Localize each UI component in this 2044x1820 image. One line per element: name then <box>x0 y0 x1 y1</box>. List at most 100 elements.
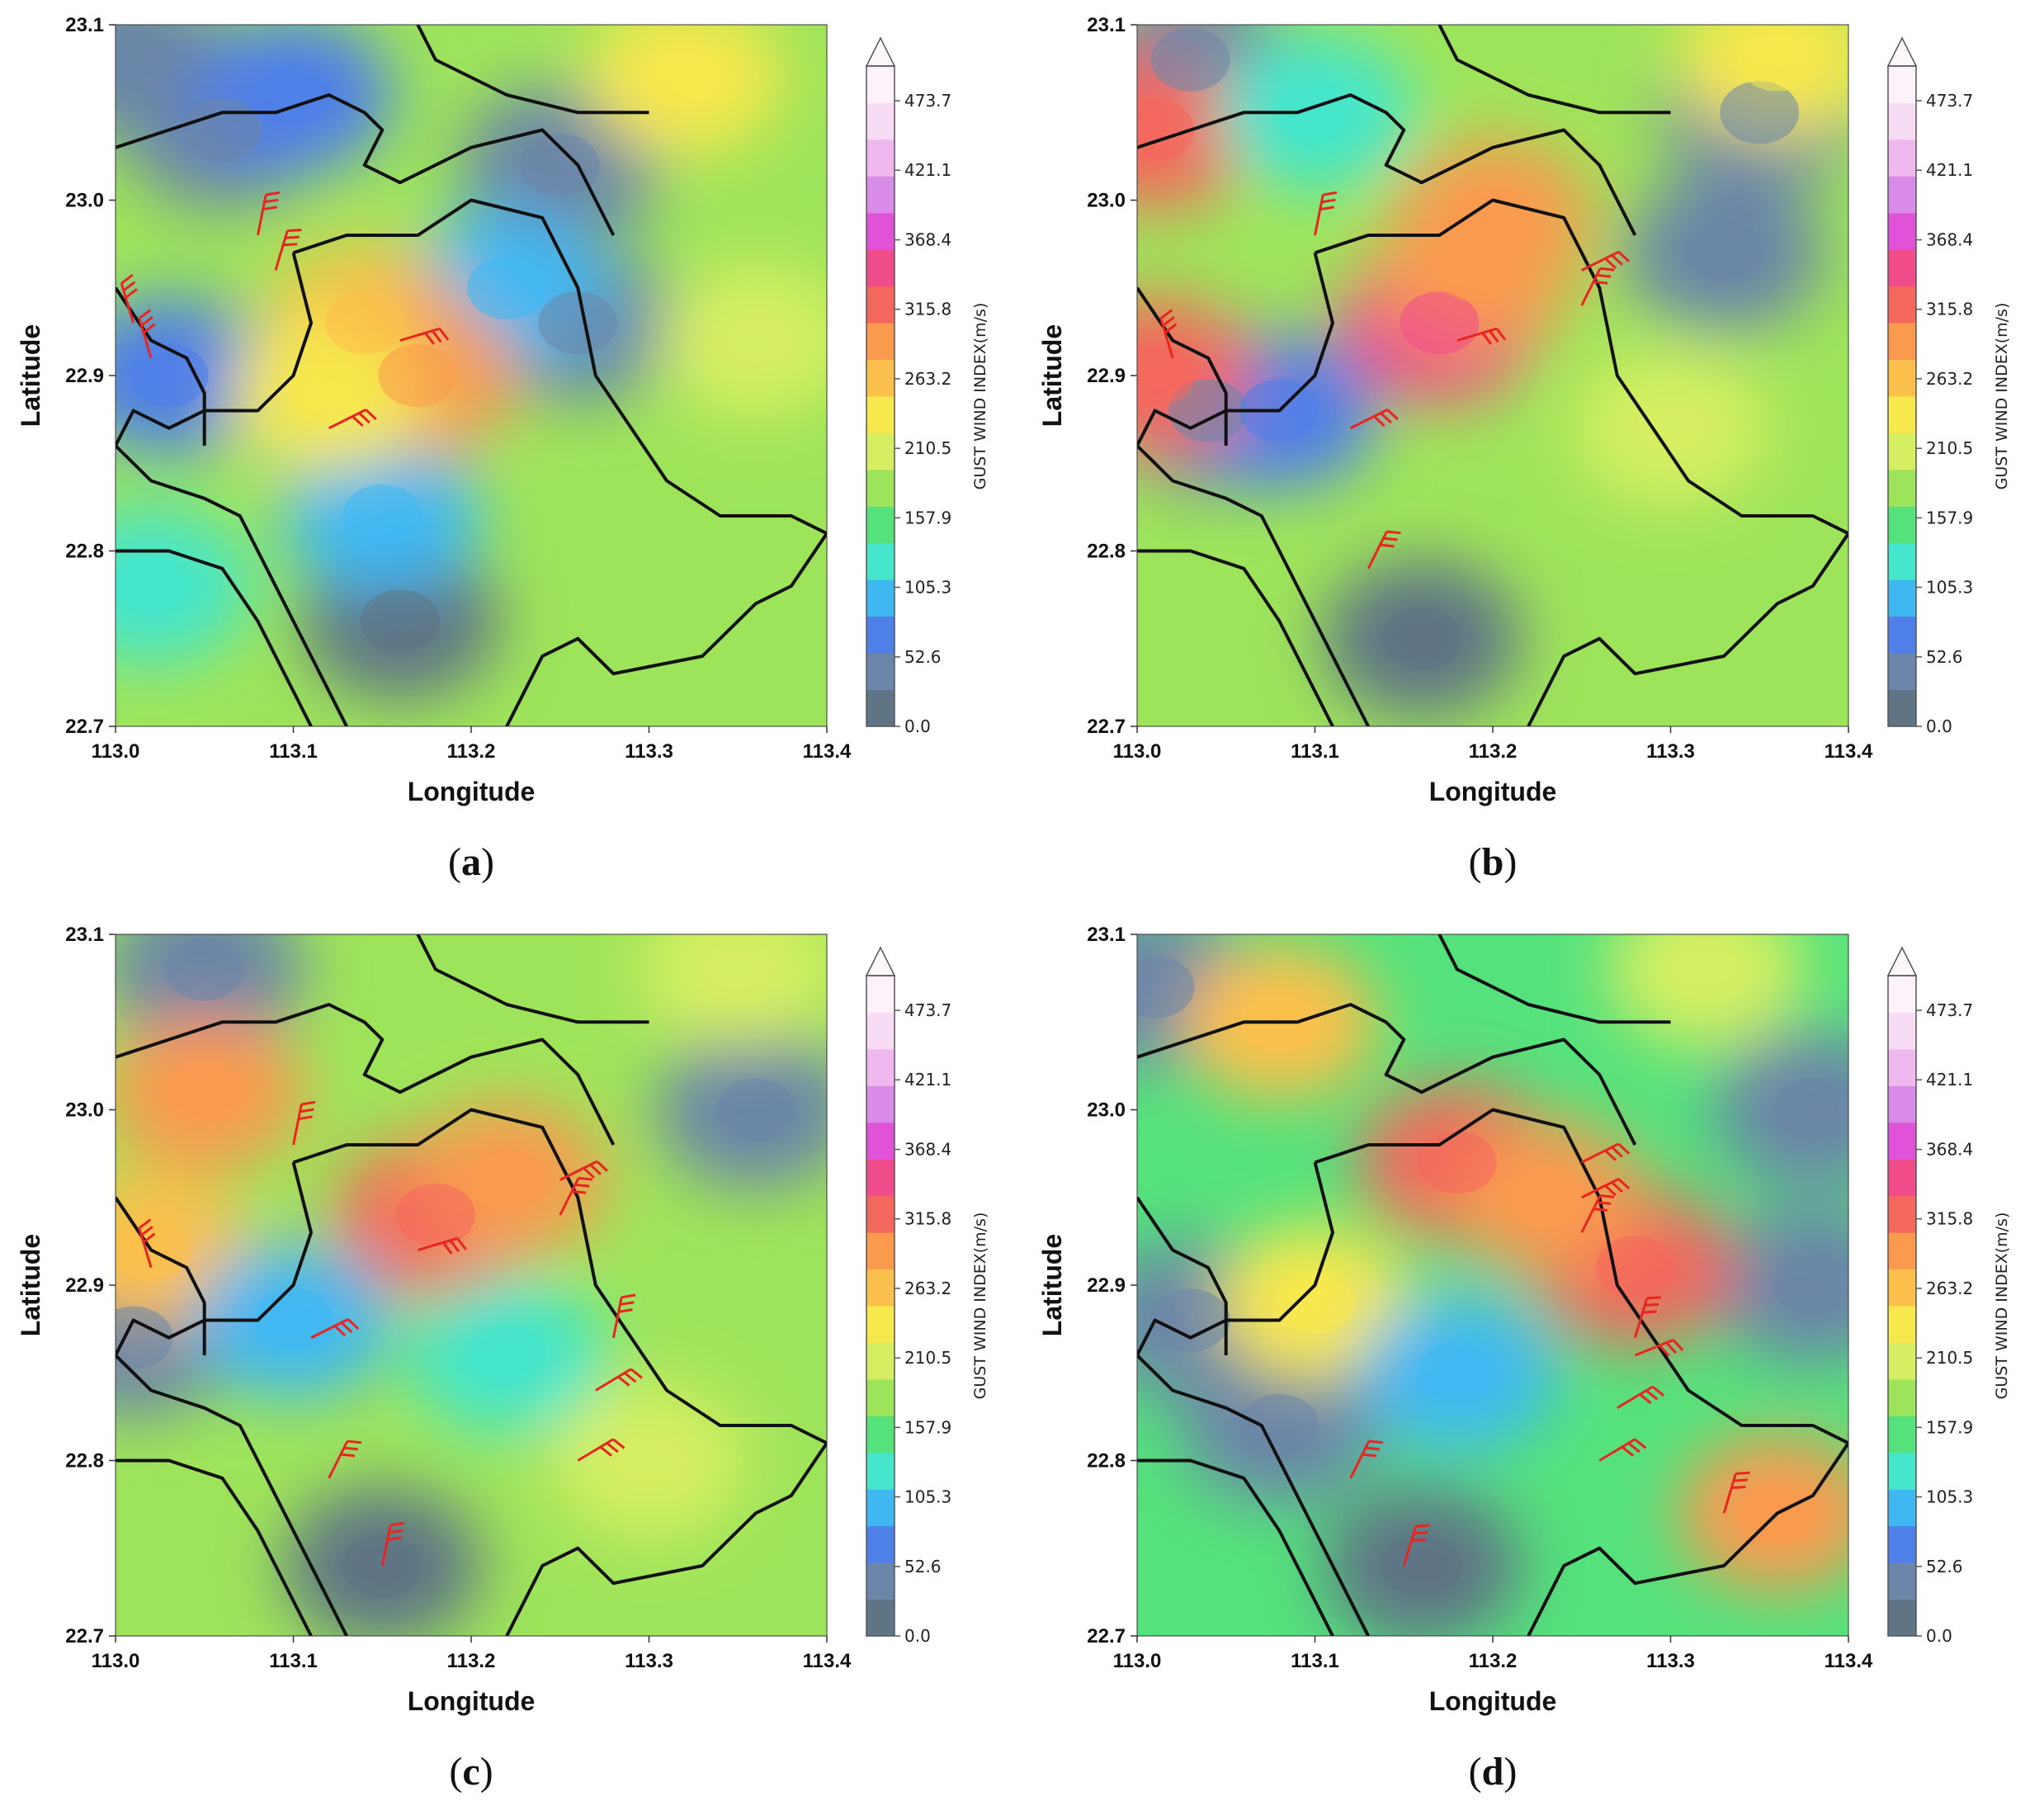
boundary-line <box>1437 25 1671 115</box>
field-core <box>644 45 725 109</box>
colorbar-tick-label: 315.8 <box>904 1209 951 1229</box>
y-tick-label: 22.7 <box>1087 1625 1126 1647</box>
colorbar-tick-label: 473.7 <box>1926 91 1973 111</box>
colorbar-level <box>1888 1342 1916 1380</box>
colorbar-level <box>1888 1232 1916 1270</box>
y-tick-label: 22.9 <box>65 1274 104 1297</box>
boundaries <box>116 934 827 1636</box>
wind-barb <box>1159 309 1178 359</box>
x-tick-label: 113.0 <box>1113 740 1162 763</box>
colorbar: 0.0 52.6 105.3 157.9 210.5 263.2 315.8 368.4 421… <box>865 946 951 1646</box>
colorbar-level <box>866 1416 895 1454</box>
y-tick-label: 22.7 <box>65 1625 104 1647</box>
field-core <box>609 1429 689 1492</box>
wind-barb <box>1314 191 1338 236</box>
colorbar-level <box>866 1085 895 1123</box>
colorbar-level <box>866 1525 895 1563</box>
panel-d: 113.0 113.1 113.2 113.3 113.4 22.7 22.8 22.9 23.… <box>1022 910 2044 1820</box>
boundary-line <box>416 25 649 115</box>
wind-barb <box>1402 1524 1430 1567</box>
colorbar-tick-label: 473.7 <box>1926 1000 1973 1020</box>
colorbar-level <box>866 249 895 287</box>
panel-b: 113.0 113.1 113.2 113.3 113.4 22.7 22.8 22.9 23.… <box>1022 0 2044 910</box>
field-core <box>715 309 795 372</box>
y-tick-label: 23.0 <box>1087 190 1126 212</box>
colorbar-tick-label: 473.7 <box>904 1000 951 1020</box>
colorbar-level <box>866 176 895 214</box>
colorbar-tick-label: 368.4 <box>904 230 951 250</box>
boundary-line <box>416 934 649 1024</box>
boundary-line <box>116 252 348 726</box>
colorbar-tick-label: 368.4 <box>1926 1140 1973 1160</box>
y-tick-label: 22.9 <box>1087 1274 1126 1297</box>
x-tick-label: 113.1 <box>1291 740 1339 763</box>
panel-b-svg: 113.0 113.1 113.2 113.3 113.4 22.7 22.8 22.9 23.… <box>1037 14 2011 884</box>
x-tick-label: 113.3 <box>625 740 673 763</box>
colorbar-level <box>866 469 895 507</box>
colorbar-level <box>1888 689 1916 727</box>
colorbar-level <box>866 542 895 580</box>
colorbar-level <box>866 976 895 1013</box>
colorbar-level <box>1888 102 1916 140</box>
panel-caption: (a) <box>448 840 494 884</box>
colorbar-level <box>866 1195 895 1233</box>
boundary-line <box>1137 549 1334 726</box>
colorbar-level <box>1888 323 1916 361</box>
colorbar-tick-label: 315.8 <box>904 300 951 319</box>
y-tick-label: 23.0 <box>1087 1099 1126 1122</box>
colorbar-level <box>1888 1306 1916 1343</box>
wind-barb <box>310 1318 360 1340</box>
colorbar-tick-label: 368.4 <box>904 1140 951 1160</box>
colorbar-level <box>866 653 895 691</box>
boundary-line <box>1314 1108 1848 1636</box>
colorbar-tick-label: 52.6 <box>1926 647 1963 667</box>
colorbar-level <box>1888 212 1916 250</box>
boundary-line <box>1137 1196 1228 1355</box>
boundary-line <box>116 93 616 236</box>
x-tick-label: 113.1 <box>269 740 318 763</box>
colorbar-tick-label: 105.3 <box>904 1487 951 1507</box>
boundary-line <box>1314 198 1848 726</box>
y-tick-label: 22.9 <box>65 365 104 387</box>
colorbar-level <box>1888 139 1916 177</box>
field-core <box>1595 1236 1675 1299</box>
y-tick-label: 23.1 <box>1087 14 1126 36</box>
colorbar-level <box>1888 1012 1916 1050</box>
field-core <box>467 256 547 319</box>
field-core <box>715 1078 795 1142</box>
wind-barb <box>417 1236 467 1255</box>
wind-barb <box>1349 1439 1384 1479</box>
colorbar-level <box>1888 1269 1916 1307</box>
colorbar-tick-label: 0.0 <box>1926 1626 1952 1646</box>
colorbar-tick-label: 421.1 <box>1926 160 1973 180</box>
panel-d-svg: 113.0 113.1 113.2 113.3 113.4 22.7 22.8 22.9 23.… <box>1037 924 2011 1794</box>
colorbar: 0.0 52.6 105.3 157.9 210.5 263.2 315.8 368.4 421… <box>865 36 951 736</box>
wind-barb <box>138 1218 156 1269</box>
colorbar-extend <box>865 36 896 67</box>
x-axis-label: Longitude <box>1429 777 1557 806</box>
x-axis-label: Longitude <box>1429 1686 1557 1716</box>
colorbar-level <box>866 1599 895 1637</box>
y-tick-label: 23.1 <box>1087 924 1126 946</box>
field-core <box>1417 1341 1497 1405</box>
colorbar-level <box>866 433 895 470</box>
field-core <box>1631 396 1711 460</box>
colorbar-tick-label: 52.6 <box>904 1557 942 1577</box>
field-core <box>698 938 778 1001</box>
field-core <box>164 938 244 1001</box>
colorbar-level <box>1888 396 1916 433</box>
field-core <box>1737 28 1817 92</box>
boundary-line <box>116 286 206 446</box>
colorbar-level <box>866 1012 895 1050</box>
colorbar-tick-label: 157.9 <box>1926 1417 1973 1437</box>
colorbar-tick-label: 157.9 <box>1926 508 1973 527</box>
field-core <box>1150 28 1230 92</box>
boundaries <box>1137 25 1848 726</box>
field-core <box>1150 1288 1230 1352</box>
colorbar-level <box>866 1342 895 1380</box>
colorbar-level <box>1888 1599 1916 1637</box>
colorbar-level <box>866 1269 895 1307</box>
panel-a-svg: 113.0 113.1 113.2 113.3 113.4 22.7 22.8 22.9 23.… <box>16 14 989 884</box>
colorbar-tick-label: 157.9 <box>904 1417 951 1437</box>
x-tick-label: 113.4 <box>1824 1650 1873 1672</box>
